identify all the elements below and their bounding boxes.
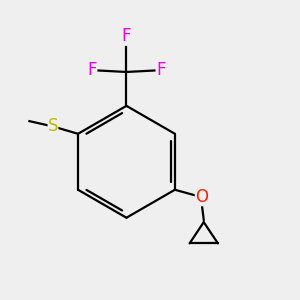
Text: O: O <box>195 188 208 206</box>
Text: F: F <box>88 61 97 80</box>
Text: S: S <box>48 117 58 135</box>
Text: F: F <box>156 61 165 80</box>
Text: F: F <box>122 28 131 46</box>
